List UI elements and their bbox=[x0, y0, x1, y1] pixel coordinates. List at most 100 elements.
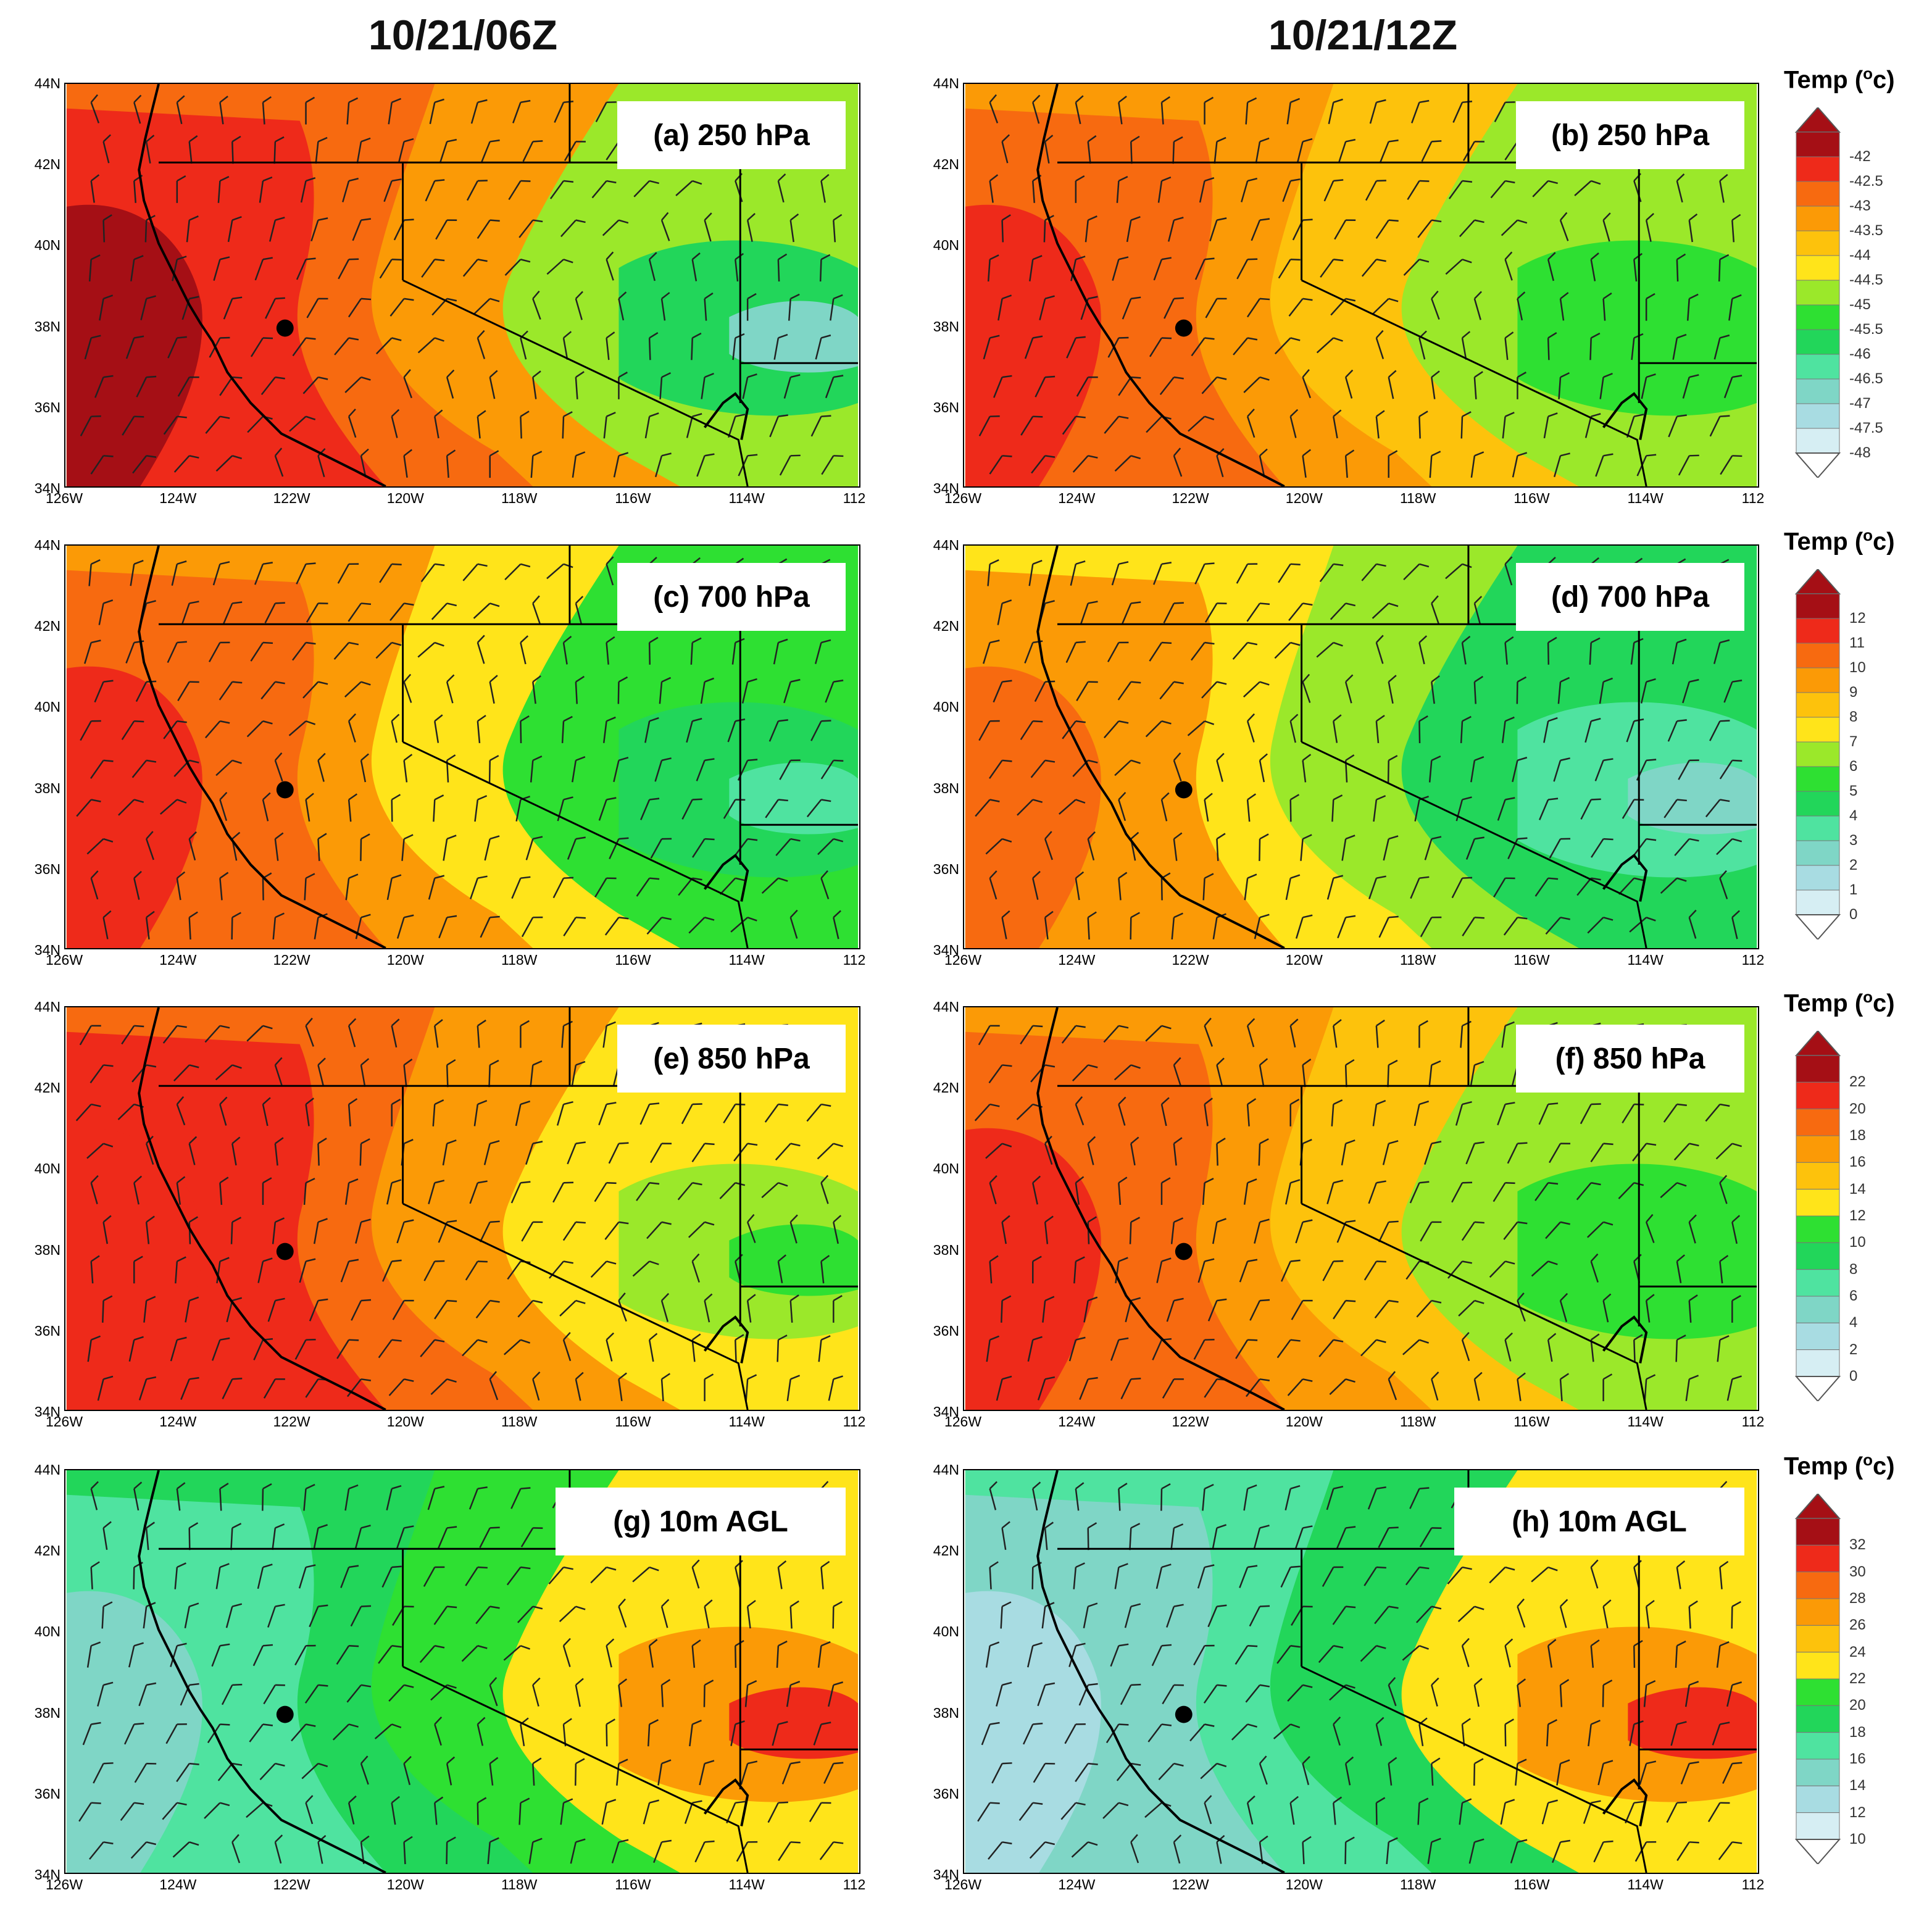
lon-label: 120W bbox=[386, 490, 424, 506]
panel-label: (g) 10m AGL bbox=[556, 1488, 846, 1555]
colorbar-segment bbox=[1796, 428, 1840, 454]
lat-label: 34N bbox=[34, 480, 60, 496]
colorbar-tick: 14 bbox=[1849, 1777, 1866, 1794]
lat-label: 36N bbox=[933, 1322, 959, 1339]
lon-label: 116W bbox=[1514, 490, 1550, 506]
colorbar-segment bbox=[1796, 255, 1840, 281]
colorbar-segment bbox=[1796, 1269, 1840, 1297]
colorbar-tick: 32 bbox=[1849, 1536, 1866, 1554]
lon-label: 122W bbox=[273, 1413, 310, 1430]
colorbar-tick: -44 bbox=[1849, 247, 1871, 264]
temperature-contour bbox=[1628, 1224, 1757, 1296]
colorbar-segment bbox=[1796, 1081, 1840, 1110]
temperature-map bbox=[64, 1006, 860, 1411]
temperature-contour bbox=[729, 762, 859, 835]
colorbar-segment bbox=[1796, 840, 1840, 866]
lat-label: 40N bbox=[34, 237, 60, 254]
temperature-map bbox=[64, 1469, 860, 1874]
column-title-06z: 10/21/06Z bbox=[368, 12, 558, 59]
colorbar-segment bbox=[1796, 1135, 1840, 1163]
lat-label: 38N bbox=[933, 1241, 959, 1258]
colorbar-title: Temp (oc) bbox=[1784, 526, 1895, 556]
colorbar-tick: 16 bbox=[1849, 1154, 1866, 1171]
colorbar-segment bbox=[1796, 667, 1840, 693]
wind-barbs bbox=[977, 1481, 1743, 1865]
lat-label: 36N bbox=[34, 1322, 60, 1339]
colorbar-tick: -43 bbox=[1849, 198, 1871, 214]
colorbar-segment bbox=[1796, 865, 1840, 891]
colorbar-tick: 22 bbox=[1849, 1670, 1866, 1687]
colorbar-tick: -47.5 bbox=[1849, 420, 1883, 436]
colorbar-segment bbox=[1796, 815, 1840, 841]
lon-label: 120W bbox=[386, 1876, 424, 1892]
lon-label: 112 bbox=[1741, 490, 1765, 506]
colorbar: Temp (oc) -42 -42.5 -43 -43.5 -44 -44.5 -45 -45.… bbox=[1778, 64, 1913, 478]
colorbar-segment bbox=[1796, 643, 1840, 668]
lon-label: 116W bbox=[1514, 1413, 1550, 1430]
colorbar-tick: 18 bbox=[1849, 1723, 1866, 1741]
lon-label: 122W bbox=[273, 952, 310, 968]
colorbar-tick: -43.5 bbox=[1849, 222, 1883, 239]
temperature-contour bbox=[729, 301, 859, 373]
lon-label: 122W bbox=[1172, 1876, 1209, 1892]
lat-label: 42N bbox=[933, 156, 959, 173]
lon-label: 112 bbox=[843, 1413, 866, 1430]
lon-label: 112 bbox=[843, 490, 866, 506]
colorbar-segment bbox=[1796, 1242, 1840, 1270]
colorbar: Temp (oc) 12 11 10 9 8 7 6 5 4 3 2 1 0 bbox=[1778, 526, 1913, 939]
lon-label: 120W bbox=[1285, 1876, 1323, 1892]
lon-label: 116W bbox=[615, 1413, 651, 1430]
colorbar-segment bbox=[1796, 1812, 1840, 1840]
lat-label: 38N bbox=[933, 318, 959, 335]
site-marker bbox=[276, 319, 294, 337]
lon-label: 124W bbox=[159, 1413, 197, 1430]
colorbar-segment bbox=[1796, 378, 1840, 404]
panel-label: (f) 850 hPa bbox=[1516, 1025, 1744, 1093]
colorbar-tick: -44.5 bbox=[1849, 272, 1883, 288]
colorbar-tick: 16 bbox=[1849, 1751, 1866, 1767]
map-panel: (f) 850 hPa bbox=[963, 1006, 1759, 1411]
lat-label: 36N bbox=[34, 1785, 60, 1802]
lat-label: 34N bbox=[933, 480, 959, 496]
river bbox=[1602, 854, 1648, 902]
lon-label: 120W bbox=[1285, 952, 1323, 968]
colorbar-segment bbox=[1796, 1518, 1840, 1546]
lat-label: 44N bbox=[34, 75, 60, 91]
lat-label: 40N bbox=[34, 1623, 60, 1640]
temperature-contour bbox=[965, 666, 1101, 948]
colorbar-tick: 0 bbox=[1849, 906, 1858, 923]
colorbar-tick: -42.5 bbox=[1849, 173, 1883, 189]
colorbar-tick: 3 bbox=[1849, 832, 1858, 849]
colorbar-tick: 14 bbox=[1849, 1180, 1866, 1197]
colorbar-segment bbox=[1796, 230, 1840, 256]
lat-label: 42N bbox=[933, 1543, 959, 1559]
lon-label: 122W bbox=[1172, 1413, 1209, 1430]
lon-label: 124W bbox=[1058, 952, 1096, 968]
colorbar-tick: 12 bbox=[1849, 1207, 1866, 1224]
map-panel: (a) 250 hPa bbox=[64, 83, 860, 488]
colorbar-segment bbox=[1796, 1296, 1840, 1323]
colorbar-segment bbox=[1796, 206, 1840, 231]
lon-label: 114W bbox=[1627, 1876, 1663, 1892]
lon-label: 112 bbox=[843, 952, 866, 968]
lon-label: 116W bbox=[615, 952, 651, 968]
colorbar-segment bbox=[1796, 717, 1840, 743]
colorbar-tick: -47 bbox=[1849, 395, 1871, 412]
map-panel: (b) 250 hPa bbox=[963, 83, 1759, 488]
colorbar-tick: -45.5 bbox=[1849, 321, 1883, 338]
colorbar-tick: 4 bbox=[1849, 807, 1858, 824]
colorbar-segment bbox=[1796, 329, 1840, 355]
lat-label: 40N bbox=[933, 699, 959, 715]
coastline bbox=[138, 84, 386, 486]
colorbar-segment bbox=[1796, 1785, 1840, 1813]
lat-label: 42N bbox=[933, 1080, 959, 1096]
lat-label: 42N bbox=[34, 1080, 60, 1096]
colorbar-title: Temp (oc) bbox=[1784, 988, 1895, 1017]
column-title-12z: 10/21/12Z bbox=[1268, 12, 1458, 59]
colorbar-tick: 10 bbox=[1849, 659, 1866, 676]
panel-label: (b) 250 hPa bbox=[1516, 101, 1744, 169]
colorbar-tick: 26 bbox=[1849, 1617, 1866, 1634]
colorbar-segment bbox=[1796, 1544, 1840, 1573]
lon-label: 114W bbox=[728, 952, 765, 968]
colorbar-segment bbox=[1796, 403, 1840, 429]
